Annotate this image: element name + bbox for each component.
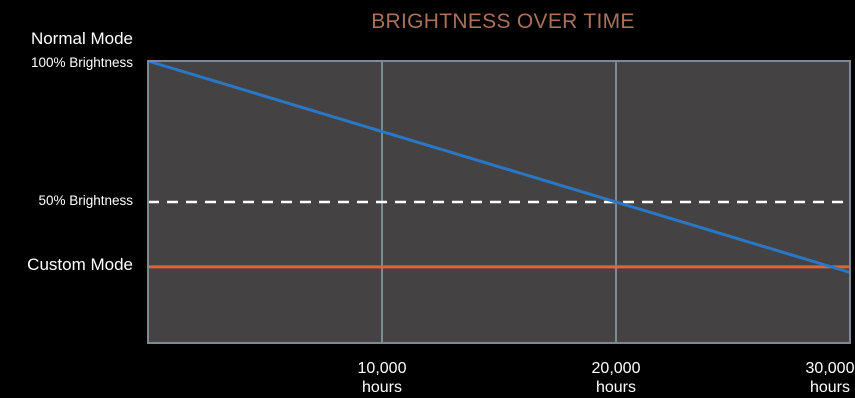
normal-mode-label: Normal Mode	[31, 29, 133, 48]
normal-mode-line	[147, 59, 851, 274]
x-tick-value: 10,000	[358, 360, 407, 377]
plot-border	[147, 60, 851, 344]
chart-title: BRIGHTNESS OVER TIME	[371, 10, 635, 33]
x-tick-label-30000: 30,000 hours	[806, 360, 855, 396]
x-tick-unit: hours	[810, 379, 850, 396]
custom-mode-label: Custom Mode	[27, 255, 133, 274]
x-tick-value: 30,000	[806, 360, 855, 377]
x-axis-tick-labels: 10,000 hours 20,000 hours 30,000 hours	[358, 360, 855, 396]
x-tick-label-20000: 20,000 hours	[592, 360, 641, 396]
x-tick-unit: hours	[596, 379, 636, 396]
x-tick-label-10000: 10,000 hours	[358, 360, 407, 396]
x-tick-unit: hours	[362, 379, 402, 396]
half-brightness-label: 50% Brightness	[38, 193, 133, 208]
full-brightness-label: 100% Brightness	[31, 55, 133, 70]
series-lines	[147, 59, 851, 274]
x-tick-value: 20,000	[592, 360, 641, 377]
